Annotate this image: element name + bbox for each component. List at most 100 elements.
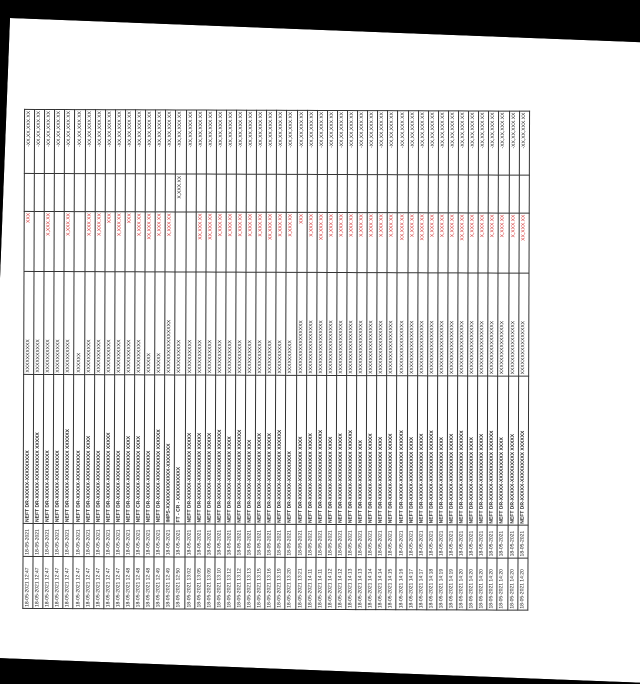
narration-cell: NEFT DR-XXXXX-XXXXXXXXX XXXXX bbox=[195, 375, 206, 524]
narration-cell: NEFT CR-XXXXX-XXXXXXXXX XXXX bbox=[134, 375, 145, 524]
withdrawal-cell: X,XXX.XX bbox=[246, 212, 256, 272]
deposit-cell bbox=[256, 175, 266, 213]
withdrawal-cell: X,XXX.XX bbox=[216, 212, 226, 272]
balance-cell: -XX,XX,XXX.XX bbox=[418, 111, 428, 175]
balance-cell: -XX,XX,XXX.XX bbox=[428, 111, 438, 175]
reference-cell: XXXXXXXXXXXXXXXX bbox=[468, 272, 478, 375]
withdrawal-cell: XX,XXX.XX bbox=[206, 212, 216, 272]
deposit-cell: X,XXX.XX bbox=[176, 174, 186, 212]
value-date-cell: 18-05-2021 bbox=[285, 524, 295, 557]
narration-cell: NEFT DR-XXXXX-XXXXXXXXX bbox=[74, 374, 85, 523]
reference-cell: XXXXXXXXXXXXXXXX bbox=[498, 273, 508, 376]
txn-date-cell: 18-05-2021 12:48 bbox=[134, 557, 144, 609]
withdrawal-cell: X,XXX.XX bbox=[377, 213, 387, 273]
deposit-cell bbox=[448, 175, 458, 213]
withdrawal-cell: X,XXX.XX bbox=[357, 213, 367, 273]
narration-cell: NEFT DR-XXXXX-XXXXXXXXX XXXXX bbox=[447, 376, 458, 525]
narration-cell: NEFT DR-XXXXX-XXXXXXXXX XXXX bbox=[407, 375, 418, 524]
reference-cell: XXXXXXXXXX bbox=[226, 272, 236, 375]
value-date-cell: 18-05-2021 bbox=[356, 525, 366, 558]
value-date-cell: 18-05-2021 bbox=[336, 525, 346, 558]
narration-cell: NEFT DR-XXXXX-XXXXXXXXX XXXXXX bbox=[63, 374, 74, 523]
withdrawal-cell: X,XXX.XX bbox=[468, 213, 478, 273]
reference-cell: XXXXXXXXXXXXXXXX bbox=[448, 272, 458, 375]
balance-cell: -XX,XX,XXX.XX bbox=[267, 110, 277, 174]
balance-cell: -XX,XX,XXX.XX bbox=[156, 110, 166, 174]
balance-cell: -XX,XX,XXX.XX bbox=[216, 110, 226, 174]
value-date-cell: 18-05-2021 bbox=[386, 525, 396, 558]
value-date-cell: 18-05-2021 bbox=[296, 524, 306, 557]
deposit-cell bbox=[509, 176, 519, 214]
narration-cell: NEFT DR-XXXXX-XXXXXXXXX XXXXX bbox=[205, 375, 216, 524]
balance-cell: -XX,XX,XXX.XX bbox=[24, 109, 34, 173]
reference-cell: XXXXXXXXXXXXXXXX bbox=[165, 271, 175, 374]
withdrawal-cell: XX,XXX.XX bbox=[145, 212, 155, 272]
txn-date-cell: 18-05-2021 14:14 bbox=[366, 557, 376, 609]
narration-cell: NEFT DR-XXXXX-XXXXXXXXX XXXXX bbox=[185, 375, 196, 524]
txn-date-cell: 18-05-2021 12:47 bbox=[63, 556, 73, 608]
reference-cell: XXXXXXXXXXXXXXXX bbox=[478, 273, 488, 376]
txn-date-cell: 18-05-2021 14:19 bbox=[447, 558, 457, 610]
deposit-cell bbox=[196, 174, 206, 212]
value-date-cell: 18-05-2021 bbox=[195, 524, 205, 557]
deposit-cell bbox=[327, 175, 337, 213]
balance-cell: -XX,XX,XXX.XX bbox=[135, 110, 145, 174]
narration-cell: NEFT DR-XXXXX-XXXXXXXXX XXXXX bbox=[255, 375, 266, 524]
txn-date-cell: 18-05-2021 13:10 bbox=[215, 557, 225, 609]
value-date-cell: 18-05-2021 bbox=[487, 525, 497, 558]
withdrawal-cell: X,XXX.XX bbox=[448, 213, 458, 273]
txn-date-cell: 18-05-2021 13:05 bbox=[194, 557, 204, 609]
reference-cell: XXXXXXXXXX bbox=[195, 272, 205, 375]
narration-cell: NEFT DR-XXXXX-XXXXXXXXX XXXX bbox=[467, 376, 478, 525]
narration-cell: NEFT DR-XXXXX-XXXXXXXXX bbox=[23, 374, 34, 523]
balance-cell: -XX,XX,XXX.XX bbox=[95, 110, 105, 174]
narration-cell: NEFT DR-XXXXX-XXXXXXXXX XXXXX bbox=[104, 374, 115, 523]
deposit-cell bbox=[347, 175, 357, 213]
txn-date-cell: 18-05-2021 12:47 bbox=[33, 556, 43, 608]
deposit-cell bbox=[478, 175, 488, 213]
balance-cell: -XX,XX,XXX.XX bbox=[115, 110, 125, 174]
reference-cell: XXXXXXXXXX bbox=[276, 272, 286, 375]
txn-date-cell: 18-05-2021 12:47 bbox=[43, 556, 53, 608]
balance-cell: -XX,XX,XXX.XX bbox=[236, 110, 246, 174]
txn-date-cell: 18-05-2021 14:15 bbox=[386, 557, 396, 609]
txn-date-cell: 18-05-2021 14:20 bbox=[467, 558, 477, 610]
deposit-cell bbox=[277, 175, 287, 213]
txn-date-cell: 18-05-2021 14:20 bbox=[477, 558, 487, 610]
reference-cell: XXXXXXXXXXXXXXXX bbox=[508, 273, 518, 376]
reference-cell: XXXXXXXXXX bbox=[286, 272, 296, 375]
reference-cell: XXXXXXXXXXXXXXXX bbox=[377, 272, 387, 375]
reference-cell: XXXXXXXXXXXXXXXX bbox=[488, 273, 498, 376]
value-date-cell: 18-05-2021 bbox=[508, 525, 518, 558]
withdrawal-cell: XXX bbox=[297, 212, 307, 272]
balance-cell: -XX,XX,XXX.XX bbox=[368, 111, 378, 175]
value-date-cell: 18-05-2021 bbox=[53, 524, 63, 557]
statement-table-rotated: 18-05-2021 12:47 18-05-2021 NEFT DR-XXXXX-… bbox=[22, 109, 529, 611]
balance-cell: -XX,XX,XXX.XX bbox=[458, 111, 468, 175]
statement-table-body: 18-05-2021 12:47 18-05-2021 NEFT DR-XXXXX-… bbox=[23, 109, 529, 610]
deposit-cell bbox=[236, 175, 246, 213]
txn-date-cell: 18-05-2021 13:19 bbox=[275, 557, 285, 609]
reference-cell: XXXXXXXXXXXXXXXX bbox=[417, 272, 427, 375]
withdrawal-cell: X,XXX.XX bbox=[165, 212, 175, 272]
reference-cell: XXXXXXXXXXXXXXXX bbox=[518, 273, 528, 376]
value-date-cell: 18-05-2021 bbox=[396, 525, 406, 558]
reference-cell: XXXXXXXXXXXXXXXX bbox=[458, 272, 468, 375]
balance-cell: -XX,XX,XXX.XX bbox=[226, 110, 236, 174]
txn-date-cell: 18-05-2021 13:20 bbox=[285, 557, 295, 609]
balance-cell: -XX,XX,XXX.XX bbox=[206, 110, 216, 174]
balance-cell: -XX,XX,XXX.XX bbox=[186, 110, 196, 174]
value-date-cell: 18-05-2021 bbox=[114, 524, 124, 557]
withdrawal-cell: X,XXX.XX bbox=[307, 212, 317, 272]
value-date-cell: 18-05-2021 bbox=[144, 524, 154, 557]
deposit-cell bbox=[388, 175, 398, 213]
txn-date-cell: 18-05-2021 12:48 bbox=[144, 557, 154, 609]
deposit-cell bbox=[145, 174, 155, 212]
reference-cell: XXXXXXXXXX bbox=[175, 271, 185, 374]
value-date-cell: 18-05-2021 bbox=[215, 524, 225, 557]
deposit-cell bbox=[135, 174, 145, 212]
txn-date-cell: 18-05-2021 14:11 bbox=[305, 557, 315, 609]
withdrawal-cell: X,XXX.XX bbox=[236, 212, 246, 272]
narration-cell: NEFT DR-XXXXX-XXXXXXXXX XXXXX bbox=[508, 376, 519, 525]
balance-cell: -XX,XX,XXX.XX bbox=[327, 110, 337, 174]
